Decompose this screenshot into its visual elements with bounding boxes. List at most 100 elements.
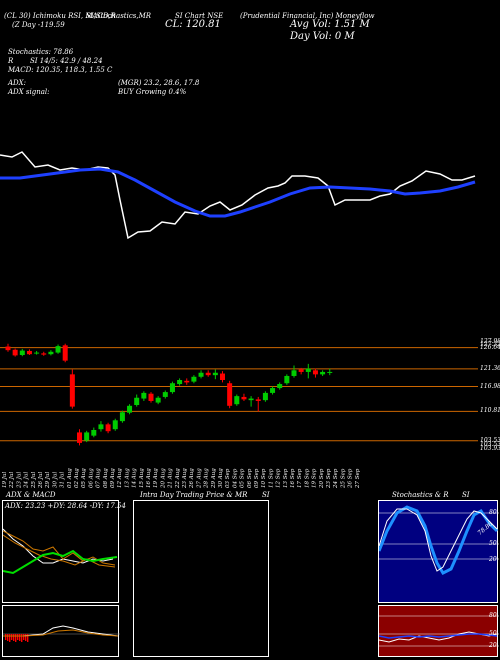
rsi-level-20: 20 (489, 642, 497, 649)
candle-body (198, 372, 204, 377)
macd-panel (2, 605, 120, 657)
rsi-level-80: 80 (489, 612, 497, 619)
candle-body (212, 372, 218, 376)
stoch-panel: 80 50 20 78.86 (378, 500, 499, 603)
candle-body (248, 398, 254, 401)
signal-text: BUY Growing 0.4% (118, 88, 187, 96)
date-label: 17 Sep (297, 468, 303, 488)
date-label: 30 Aug (218, 468, 224, 488)
rsi-blue (379, 633, 498, 639)
price-level-label: 110.81 (480, 407, 500, 415)
stoch-white (379, 508, 498, 572)
candle-body (91, 430, 97, 436)
date-label: 08 Aug (103, 468, 109, 488)
price-level-label: 103.93 (480, 444, 500, 452)
date-label: 05 Aug (81, 468, 87, 488)
si-text: SI 14/5: 42.9 / 48.24 (30, 57, 103, 65)
candle-body (270, 388, 276, 393)
candle-body (12, 349, 18, 356)
candle-body (169, 383, 175, 393)
intraday-title: Intra Day Trading Price & MR (140, 491, 248, 499)
stoch-si: SI (462, 491, 470, 499)
date-label: 24 Jul (24, 472, 30, 489)
macd-hist-bar (27, 634, 29, 642)
adx-signal-text: ADX signal: (8, 88, 50, 96)
macd-hist-bar (5, 634, 7, 640)
candle-body (77, 432, 82, 443)
macd-hist-bar (11, 634, 13, 640)
stochastics-text: Stochastics: 78.86 (8, 48, 74, 56)
candle-body (162, 392, 168, 397)
candle-body (291, 370, 297, 376)
ema-line (0, 167, 476, 218)
mgr-text: (MGR) 23.2, 28.6, 17.8 (118, 79, 200, 87)
candle-body (220, 373, 225, 380)
candle-body (262, 392, 268, 401)
date-label: 23 Sep (326, 468, 332, 489)
date-label: 16 Sep (290, 468, 296, 488)
date-label: 19 Jul (2, 472, 8, 488)
stoch-level-80: 80 (489, 509, 497, 516)
date-label: 05 Sep (240, 468, 246, 488)
date-label: 20 Aug (160, 468, 166, 489)
date-label: 26 Jul (38, 472, 44, 489)
date-label: 07 Aug (96, 468, 102, 488)
macd-hist-bar (15, 634, 17, 642)
date-label: 02 Aug (74, 468, 80, 488)
adx-title: ADX & MACD (6, 491, 56, 499)
candle-body (205, 372, 211, 376)
stoch-title: Stochastics & R (392, 491, 449, 499)
date-label: 27 Aug (196, 468, 202, 489)
candle-body (141, 392, 147, 399)
rsi-chart (379, 615, 499, 647)
date-label: 28 Aug (204, 468, 210, 489)
candle-body (148, 393, 154, 401)
date-label: 11 Sep (268, 468, 274, 488)
date-label: 15 Aug (139, 468, 145, 488)
candle-body (112, 420, 118, 430)
candle-body (62, 345, 68, 361)
candle-body (284, 375, 290, 384)
candle-body (134, 397, 140, 405)
avg-vol: Avg Vol: 1.51 M (290, 19, 370, 30)
candle-body (26, 350, 32, 355)
macd-hist-bar (7, 634, 9, 641)
date-label: 12 Aug (117, 468, 123, 488)
date-label: 29 Aug (211, 468, 217, 489)
header-mid2: SI Chart NSE (175, 12, 224, 20)
date-label: 23 Jul (16, 472, 22, 489)
date-label: 12 Sep (276, 468, 282, 488)
price-level-label: 121.36 (480, 364, 500, 372)
date-label: 13 Aug (124, 468, 130, 488)
candle-body (127, 405, 133, 413)
macd-line-orange (3, 629, 119, 637)
candle-body (5, 346, 11, 351)
candle-body (19, 350, 25, 355)
macd-chart (3, 625, 120, 642)
adx-line-white (3, 528, 114, 564)
date-label: 19 Aug (153, 468, 159, 488)
candle-body (327, 371, 333, 373)
candle-body (184, 380, 190, 383)
candle-body (119, 412, 125, 422)
adx-line-orange (3, 530, 116, 566)
date-label: 26 Aug (189, 468, 195, 489)
rsi-panel: 80 50 20 (378, 605, 499, 657)
price-level-label: 127.98 (480, 338, 500, 346)
date-label: 03 Sep (225, 468, 231, 488)
candle-body (41, 353, 47, 355)
date-label: 14 Aug (132, 468, 138, 488)
date-label: 27 Sep (355, 468, 361, 489)
price-level-label: 126.64 (480, 343, 500, 351)
company-name: (Prudential Financial, Inc) Moneyflow (240, 12, 375, 20)
date-label: 04 Sep (232, 468, 238, 488)
adx-panel: ADX: 23.23 +DY: 28.64 -DY: 17.54 (2, 500, 126, 603)
macd-hist-bar (25, 634, 27, 641)
date-label: 25 Jul (31, 472, 37, 489)
macd-hist-bar (9, 634, 11, 642)
price-level-label: 103.53 (480, 436, 500, 444)
macd-hist-bar (21, 634, 23, 642)
intraday-si: SI (262, 491, 270, 499)
price-chart: 19 Jul 22 Jul 23 Jul 24 Jul 25 Jul 26 Jul 29 J… (0, 151, 478, 489)
date-label: 22 Aug (175, 468, 181, 489)
